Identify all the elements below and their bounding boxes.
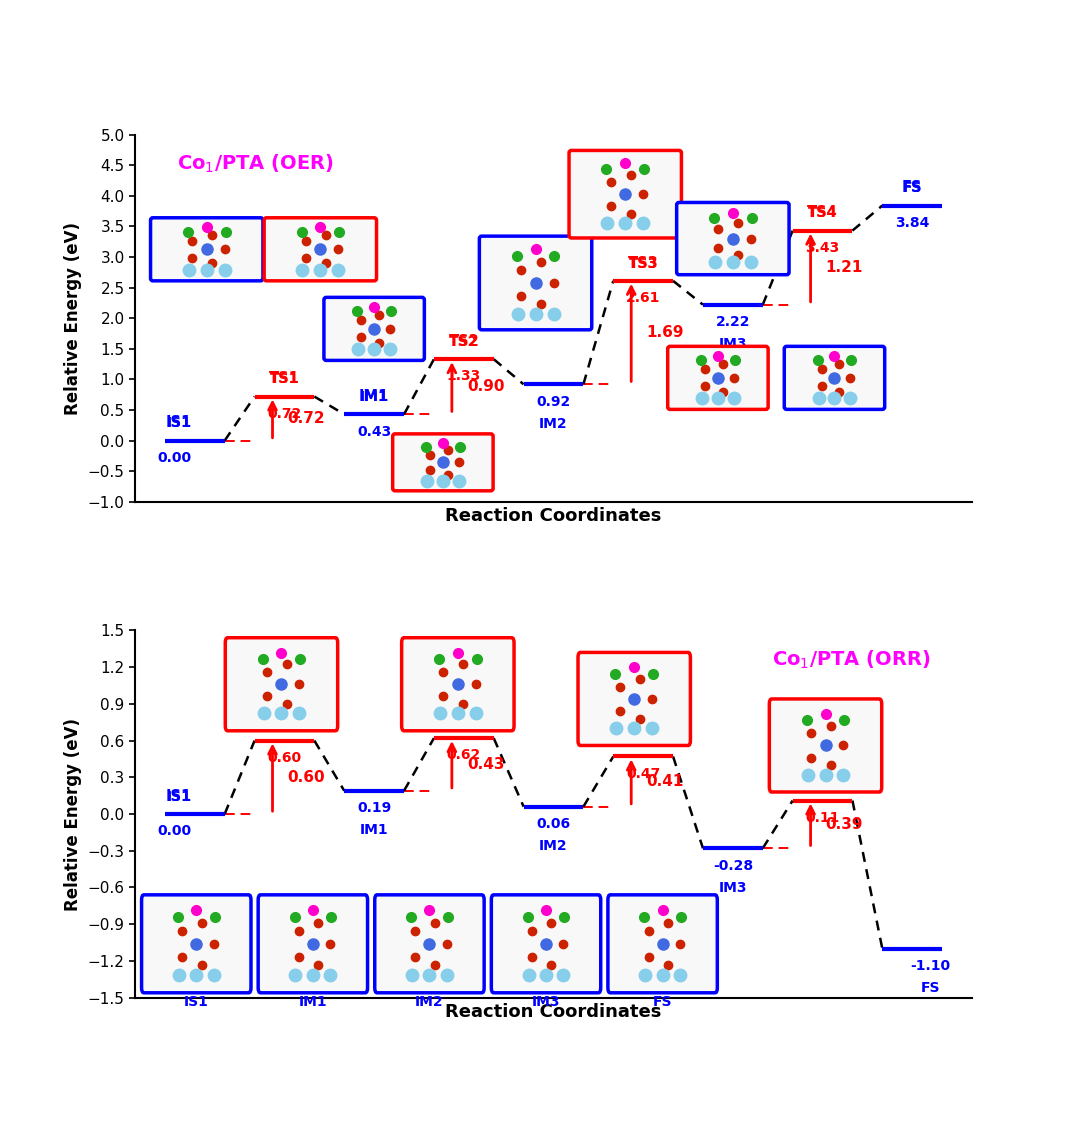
Text: 0.90: 0.90 <box>467 379 504 395</box>
FancyBboxPatch shape <box>569 150 681 238</box>
Text: 0.41: 0.41 <box>646 775 684 789</box>
Text: -0.28: -0.28 <box>713 859 753 872</box>
Text: 0.00: 0.00 <box>158 824 192 839</box>
Text: TS1: TS1 <box>269 715 300 730</box>
Text: 1.33: 1.33 <box>447 370 481 383</box>
Text: FS: FS <box>920 981 940 995</box>
Text: TS3: TS3 <box>627 731 659 747</box>
Text: 0.19: 0.19 <box>357 802 391 815</box>
Text: 3.84: 3.84 <box>895 216 930 230</box>
Text: IS1: IS1 <box>167 790 192 804</box>
Text: TS3: TS3 <box>627 256 659 270</box>
Text: IM3: IM3 <box>718 881 747 895</box>
Text: 2.22: 2.22 <box>716 315 751 328</box>
Text: TS4: TS4 <box>808 776 837 790</box>
Text: TS3: TS3 <box>629 257 658 270</box>
Text: IM3: IM3 <box>718 337 747 351</box>
Text: Co$_1$/PTA (OER): Co$_1$/PTA (OER) <box>177 152 334 175</box>
Text: IS1: IS1 <box>184 995 208 1009</box>
Text: TS4: TS4 <box>808 206 837 221</box>
FancyBboxPatch shape <box>141 895 251 993</box>
FancyBboxPatch shape <box>258 895 367 993</box>
Text: IM2: IM2 <box>539 839 568 853</box>
Text: 0.11: 0.11 <box>806 810 840 825</box>
FancyBboxPatch shape <box>402 638 514 731</box>
Text: TS2: TS2 <box>449 335 478 349</box>
Text: IM1: IM1 <box>298 995 327 1009</box>
FancyBboxPatch shape <box>324 297 424 361</box>
Text: 2.61: 2.61 <box>626 291 660 305</box>
Text: TS3: TS3 <box>629 732 658 747</box>
Y-axis label: Relative Energy (eV): Relative Energy (eV) <box>64 222 82 415</box>
Text: 1.69: 1.69 <box>646 325 684 340</box>
Text: TS2: TS2 <box>449 714 478 728</box>
Text: -1.10: -1.10 <box>910 958 950 973</box>
Text: 3.43: 3.43 <box>806 241 839 254</box>
FancyBboxPatch shape <box>375 895 484 993</box>
Text: 0.43: 0.43 <box>357 425 391 438</box>
Text: IM1: IM1 <box>360 390 389 404</box>
FancyBboxPatch shape <box>608 895 717 993</box>
FancyBboxPatch shape <box>769 700 881 793</box>
Text: 0.43: 0.43 <box>467 757 504 772</box>
Y-axis label: Relative Energy (eV): Relative Energy (eV) <box>64 717 82 910</box>
Text: FS: FS <box>903 182 922 195</box>
Text: 1.21: 1.21 <box>825 260 863 275</box>
Text: TS1: TS1 <box>269 371 300 387</box>
FancyBboxPatch shape <box>265 217 377 281</box>
X-axis label: Reaction Coordinates: Reaction Coordinates <box>445 508 662 526</box>
FancyBboxPatch shape <box>578 652 690 745</box>
FancyBboxPatch shape <box>491 895 600 993</box>
FancyBboxPatch shape <box>226 638 338 731</box>
Text: 0.72: 0.72 <box>287 411 325 426</box>
Text: 0.39: 0.39 <box>825 817 863 832</box>
FancyBboxPatch shape <box>677 203 789 275</box>
Text: FS: FS <box>652 995 673 1009</box>
Text: 0.72: 0.72 <box>268 407 301 420</box>
Text: TS1: TS1 <box>270 716 299 730</box>
FancyBboxPatch shape <box>150 217 262 281</box>
Text: TS4: TS4 <box>807 205 838 221</box>
Text: TS2: TS2 <box>448 334 480 349</box>
Text: IM2: IM2 <box>539 417 568 430</box>
Text: 0.92: 0.92 <box>537 395 570 408</box>
Text: IS1: IS1 <box>167 416 192 430</box>
Text: IM3: IM3 <box>531 995 561 1009</box>
Text: IM1: IM1 <box>359 389 389 404</box>
FancyBboxPatch shape <box>667 346 768 409</box>
FancyBboxPatch shape <box>480 237 592 330</box>
Text: 0.62: 0.62 <box>447 749 481 762</box>
Text: Co$_1$/PTA (ORR): Co$_1$/PTA (ORR) <box>771 649 930 671</box>
Text: IS1: IS1 <box>165 415 192 430</box>
Text: 0.60: 0.60 <box>268 751 301 765</box>
X-axis label: Reaction Coordinates: Reaction Coordinates <box>445 1003 662 1021</box>
Text: IM1: IM1 <box>360 823 389 837</box>
Text: TS4: TS4 <box>807 776 838 790</box>
Text: FS: FS <box>902 180 922 195</box>
Text: IS1: IS1 <box>165 789 192 804</box>
Text: TS1: TS1 <box>270 372 299 387</box>
Text: TS2: TS2 <box>448 713 480 728</box>
Text: IM2: IM2 <box>415 995 444 1009</box>
Text: 0.00: 0.00 <box>158 451 192 465</box>
Text: 0.47: 0.47 <box>626 767 660 781</box>
Text: 0.60: 0.60 <box>287 770 325 785</box>
FancyBboxPatch shape <box>393 434 494 491</box>
Text: 0.06: 0.06 <box>537 817 570 831</box>
FancyBboxPatch shape <box>784 346 885 409</box>
